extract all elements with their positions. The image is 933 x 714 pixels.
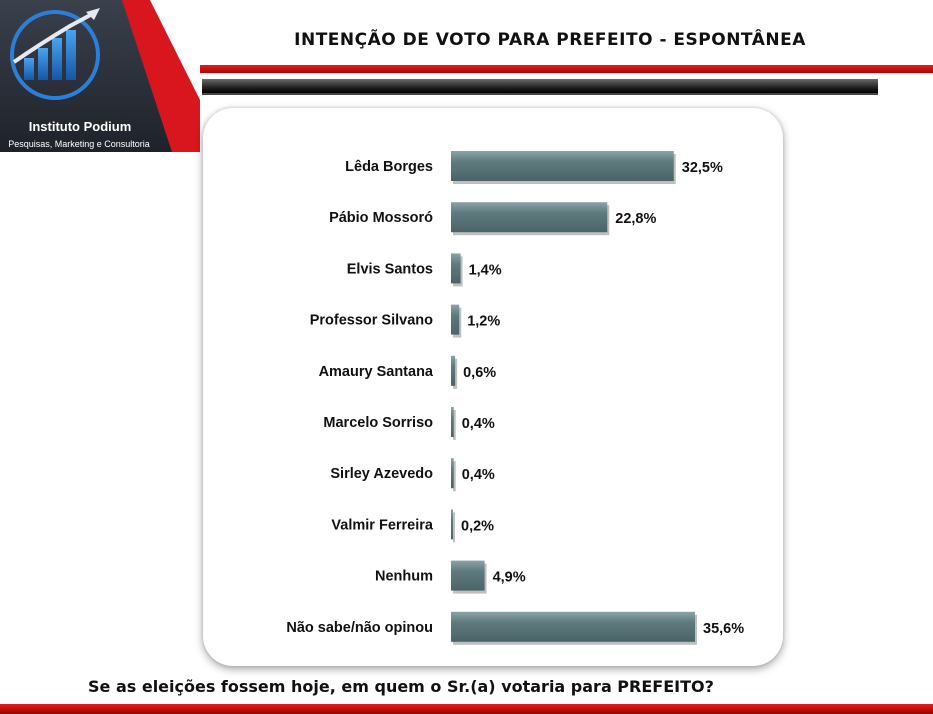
value-label: 32,5% (682, 160, 723, 176)
bar-chart-arrow-icon (10, 8, 100, 100)
logo: Instituto Podium Pesquisas, Marketing e … (0, 0, 200, 152)
category-label: Sirley Azevedo (330, 466, 433, 482)
value-label: 0,4% (462, 416, 495, 432)
value-label: 0,6% (463, 365, 496, 381)
value-label: 22,8% (615, 211, 656, 227)
bar (451, 253, 461, 284)
value-label: 35,6% (703, 621, 744, 637)
category-label: Pábio Mossoró (329, 210, 433, 226)
bar-chart: Lêda Borges 32,5% Pábio Mossoró 22,8% Elvis … (286, 151, 744, 645)
bar (451, 458, 454, 489)
value-label: 0,2% (461, 518, 494, 534)
category-label: Marcelo Sorriso (323, 415, 433, 431)
value-label: 0,4% (462, 467, 495, 483)
category-label: Lêda Borges (345, 159, 433, 175)
logo-tagline: Pesquisas, Marketing e Consultoria (8, 139, 150, 149)
value-label: 1,2% (467, 314, 500, 330)
bar (451, 611, 695, 642)
survey-question: Se as eleições fossem hoje, em quem o Sr… (88, 677, 714, 696)
category-label: Professor Silvano (310, 313, 433, 329)
value-label: 4,9% (493, 570, 526, 586)
value-label: 1,4% (469, 262, 502, 278)
bar (451, 202, 608, 233)
bar-shadow (453, 512, 455, 543)
header-red-rule (200, 65, 933, 73)
bar (451, 304, 460, 335)
bar-shadow (453, 410, 456, 440)
bar (451, 151, 674, 181)
bar (451, 355, 456, 386)
category-label: Não sabe/não opinou (286, 620, 433, 636)
logo-name: Instituto Podium (29, 119, 132, 134)
bar (451, 407, 454, 437)
category-label: Valmir Ferreira (331, 517, 433, 533)
footer-red-rule (0, 704, 933, 714)
header-dark-rule (202, 79, 878, 95)
category-label: Amaury Santana (319, 364, 434, 380)
page-title: INTENÇÃO DE VOTO PARA PREFEITO - ESPONTÂ… (294, 30, 806, 50)
bar (451, 509, 453, 540)
category-label: Nenhum (375, 569, 433, 585)
chart-panel: Lêda Borges 32,5% Pábio Mossoró 22,8% Elvis … (203, 108, 783, 666)
category-label: Elvis Santos (347, 261, 433, 277)
bar (451, 560, 485, 591)
bar-shadow (453, 461, 456, 492)
